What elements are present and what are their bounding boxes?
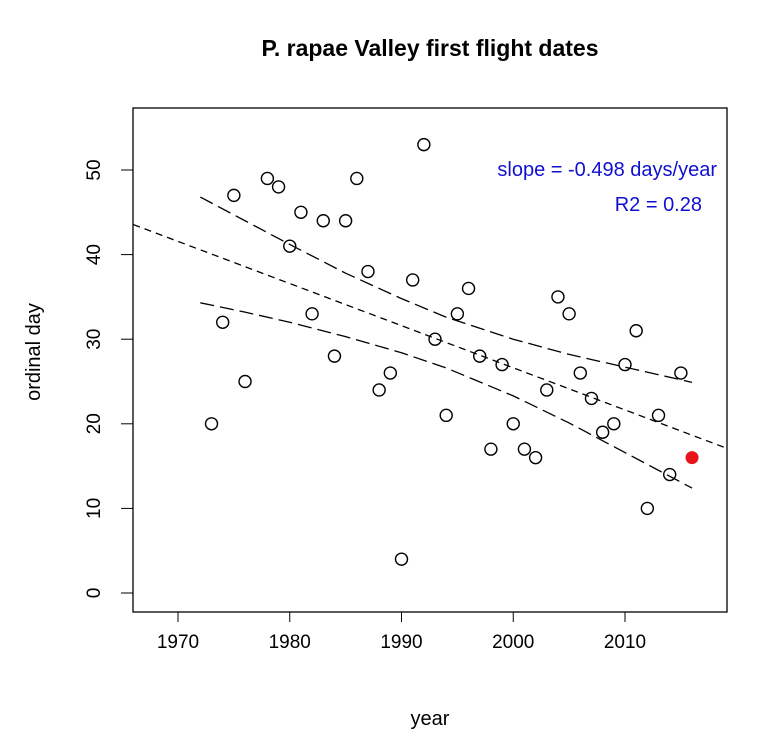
data-point: [528, 450, 543, 465]
data-point: [663, 467, 677, 482]
x-tick-label: 1970: [157, 632, 199, 653]
data-point: [271, 180, 286, 194]
data-point: [618, 357, 632, 372]
data-point: [640, 501, 655, 516]
data-point: [517, 442, 532, 456]
data-point: [350, 171, 364, 186]
data-point: [573, 366, 587, 380]
data-point: [484, 442, 498, 456]
data-point: [461, 281, 476, 296]
data-point: [495, 357, 509, 372]
x-tick-label: 2000: [492, 632, 534, 653]
data-point: [283, 239, 297, 253]
confidence-band-lower: [200, 302, 693, 489]
data-point: [204, 417, 219, 431]
chart-title: P. rapae Valley first flight dates: [261, 35, 598, 61]
y-tick-label: 0: [84, 588, 105, 599]
plot-frame: [132, 107, 728, 613]
data-point: [338, 214, 353, 228]
data-point: [551, 290, 565, 304]
data-point: [595, 425, 610, 439]
r2-annotation: R2 = 0.28: [615, 194, 702, 216]
y-axis-label: ordinal day: [23, 303, 45, 401]
data-point: [584, 391, 599, 406]
highlighted-data-point: [685, 451, 699, 465]
data-point: [417, 137, 431, 152]
data-point: [562, 307, 576, 321]
data-point: [651, 408, 666, 423]
x-tick-label: 1980: [269, 632, 311, 653]
y-tick-label: 40: [84, 244, 105, 265]
data-point: [238, 374, 252, 389]
data-point: [394, 552, 409, 566]
data-point: [316, 214, 330, 228]
data-point: [540, 383, 554, 397]
y-tick-label: 20: [84, 413, 105, 434]
data-point: [428, 332, 442, 346]
confidence-band-upper: [200, 196, 693, 383]
x-tick-label: 1990: [380, 632, 422, 653]
data-point: [405, 273, 420, 287]
data-point: [439, 408, 453, 423]
data-point: [260, 171, 275, 186]
x-tick-label: 2010: [604, 632, 646, 653]
data-point: [327, 349, 342, 363]
data-point: [674, 366, 688, 380]
slope-annotation: slope = -0.498 days/year: [497, 159, 717, 181]
data-point: [506, 417, 520, 431]
data-point: [294, 205, 308, 220]
data-point: [227, 188, 241, 203]
data-point: [450, 307, 465, 321]
y-tick-label: 30: [84, 329, 105, 350]
y-tick-label: 10: [84, 498, 105, 519]
data-point: [215, 315, 230, 329]
data-point: [607, 417, 621, 431]
data-point: [383, 366, 398, 380]
data-point: [629, 324, 643, 338]
data-point: [473, 349, 487, 363]
data-point: [305, 307, 319, 321]
y-tick-label: 50: [84, 159, 105, 180]
x-axis-label: year: [411, 708, 450, 730]
data-point: [361, 264, 375, 279]
data-point: [372, 383, 386, 397]
